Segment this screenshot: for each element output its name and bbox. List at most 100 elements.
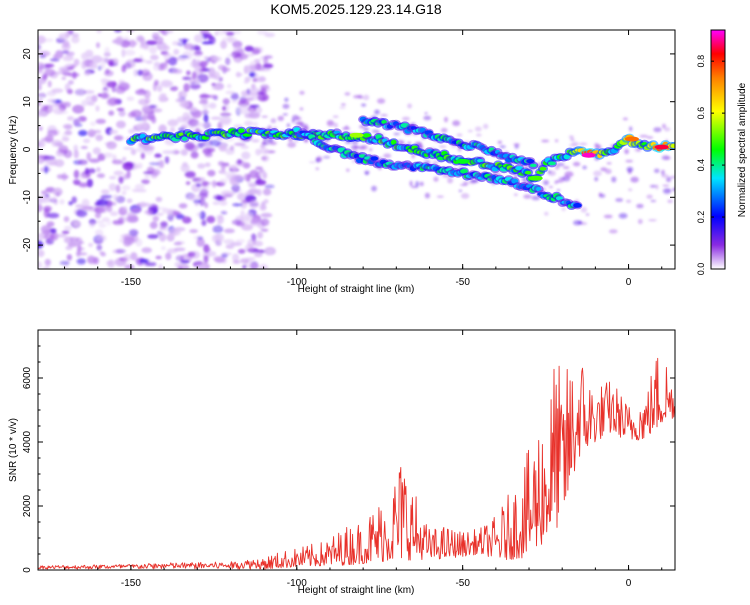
noise-blob xyxy=(44,258,51,266)
noise-blob xyxy=(42,38,54,42)
ridge-blob xyxy=(370,156,379,161)
noise-blob xyxy=(248,112,261,119)
noise-blob xyxy=(240,145,249,149)
noise-blob xyxy=(196,260,203,266)
noise-blob xyxy=(152,82,157,92)
noise-blob xyxy=(57,110,69,115)
noise-blob xyxy=(149,104,157,109)
noise-blob xyxy=(424,192,430,199)
noise-blob xyxy=(88,221,96,228)
noise-blob xyxy=(81,100,88,107)
noise-blob xyxy=(144,210,153,215)
noise-blob xyxy=(263,199,269,204)
noise-blob xyxy=(137,162,143,169)
noise-blob xyxy=(73,149,79,159)
noise-blob xyxy=(424,112,428,115)
noise-blob xyxy=(64,101,71,108)
colorbar-label: Normalized spectral amplitude xyxy=(737,82,748,217)
noise-blob xyxy=(86,178,93,188)
noise-blob xyxy=(97,93,102,97)
noise-blob xyxy=(230,92,239,101)
noise-blob xyxy=(554,165,560,170)
noise-blob xyxy=(104,46,110,56)
noise-blob xyxy=(228,37,238,43)
noise-blob xyxy=(230,242,243,247)
noise-blob xyxy=(126,30,135,33)
noise-blob xyxy=(178,103,188,107)
noise-blob xyxy=(123,173,128,180)
noise-blob xyxy=(81,60,87,70)
noise-blob xyxy=(111,159,124,165)
noise-blob xyxy=(139,43,150,49)
noise-blob xyxy=(267,249,273,255)
noise-blob xyxy=(215,195,223,201)
noise-blob xyxy=(171,150,180,155)
snr-series-line xyxy=(38,357,675,570)
noise-blob xyxy=(156,230,163,236)
noise-blob xyxy=(44,68,56,77)
ridge-blob xyxy=(181,136,188,141)
noise-blob xyxy=(222,106,227,111)
colorbar: 0.0 0.2 0.4 0.6 0.8 Normalized spectral ampl… xyxy=(696,29,748,275)
noise-blob xyxy=(86,152,92,161)
noise-blob xyxy=(77,116,87,122)
noise-blob xyxy=(168,56,178,66)
noise-blob xyxy=(162,80,174,87)
noise-blob xyxy=(38,35,46,44)
noise-blob xyxy=(661,123,667,129)
noise-blob xyxy=(105,260,114,266)
noise-blob xyxy=(141,179,150,185)
noise-blob xyxy=(89,158,100,163)
noise-blob xyxy=(277,115,284,122)
noise-blob xyxy=(78,130,88,137)
noise-blob xyxy=(41,194,51,200)
noise-blob xyxy=(251,139,260,143)
noise-blob xyxy=(438,145,447,148)
noise-blob xyxy=(72,71,77,80)
noise-blob xyxy=(145,40,158,46)
noise-blob xyxy=(121,190,127,196)
snr-xlabel: Height of straight line (km) xyxy=(298,585,415,596)
ridge-blob xyxy=(460,168,468,174)
noise-blob xyxy=(264,184,275,189)
noise-blob xyxy=(166,30,174,34)
noise-blob xyxy=(108,176,117,180)
noise-blob xyxy=(242,92,248,96)
noise-blob xyxy=(229,191,236,196)
noise-blob xyxy=(124,264,135,269)
noise-blob xyxy=(365,172,369,176)
noise-blob xyxy=(123,62,132,69)
noise-blob xyxy=(346,168,350,172)
noise-blob xyxy=(572,161,581,167)
noise-blob xyxy=(201,66,206,72)
noise-blob xyxy=(173,48,180,55)
noise-blob xyxy=(47,129,58,137)
noise-blob xyxy=(353,95,360,99)
noise-blob xyxy=(260,228,269,232)
noise-blob xyxy=(257,91,265,95)
noise-blob xyxy=(106,220,112,226)
noise-blob xyxy=(68,201,73,206)
noise-blob xyxy=(175,255,185,262)
noise-blob xyxy=(106,141,117,150)
noise-blob xyxy=(303,139,309,143)
noise-blob xyxy=(189,107,198,113)
noise-blob xyxy=(130,252,138,261)
noise-blob xyxy=(123,146,134,150)
noise-blob xyxy=(177,42,187,47)
noise-blob xyxy=(80,146,88,149)
noise-blob xyxy=(295,116,302,121)
noise-blob xyxy=(109,211,119,217)
noise-blob xyxy=(196,264,206,269)
noise-blob xyxy=(615,198,624,202)
noise-blob xyxy=(41,190,47,195)
y-tick-label: 0 xyxy=(22,567,33,573)
noise-blob xyxy=(176,241,185,245)
noise-blob xyxy=(233,45,243,53)
noise-blob xyxy=(62,55,74,62)
spectrogram-xlabel: Height of straight line (km) xyxy=(298,284,415,295)
noise-blob xyxy=(339,106,346,109)
noise-blob xyxy=(206,215,216,224)
